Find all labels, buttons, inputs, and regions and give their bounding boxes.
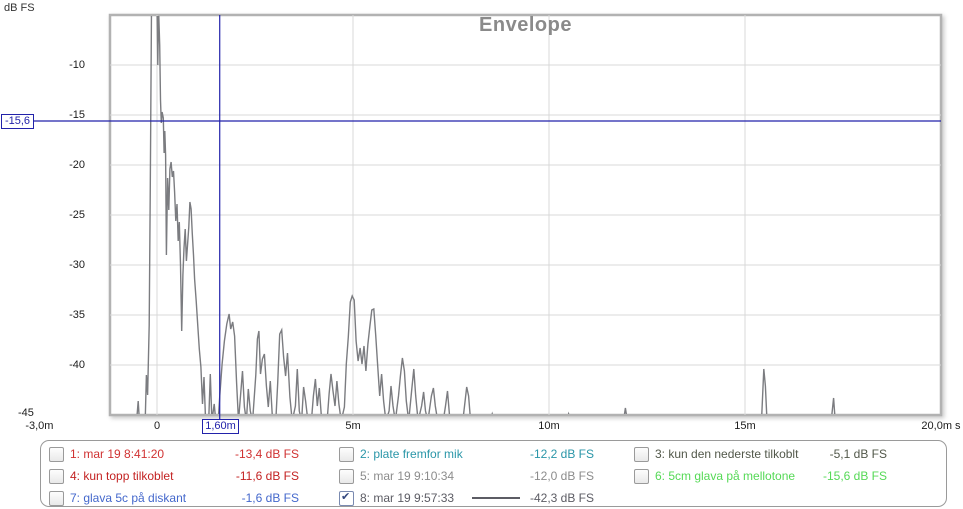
x-tick-label: 15m	[734, 420, 756, 432]
measurement-level-value: -12,2 dB FS	[529, 447, 594, 461]
cursor-time-readout: 1,60m	[202, 419, 239, 434]
y-tick-label: -25	[69, 209, 85, 221]
measurement-level-value: -42,3 dB FS	[529, 491, 594, 505]
x-tick-label: 0	[153, 420, 161, 432]
cursor-level-readout: -15,6	[1, 114, 34, 129]
legend-entry-6[interactable]: 6: 5cm glava på mellotone -15,6 dB FS	[634, 468, 887, 484]
x-tick-label: 20,0m s	[921, 420, 961, 432]
measurement-legend-panel: 1: mar 19 8:41:20 -13,4 dB FS 4: kun topp …	[40, 440, 947, 507]
measurement-level-value: -1,6 dB FS	[241, 491, 299, 505]
measurement-level-value: -15,6 dB FS	[822, 469, 887, 483]
measurement-checkbox-3[interactable]	[634, 446, 649, 462]
y-tick-label: -30	[69, 259, 85, 271]
x-tick-label: -3,0m	[25, 420, 54, 432]
measurement-label[interactable]: 4: kun topp tilkoblet	[70, 469, 174, 483]
y-axis-unit-label: dB FS	[4, 2, 35, 14]
measurement-level-value: -5,1 dB FS	[829, 447, 887, 461]
measurement-label[interactable]: 2: plate fremfor mik	[360, 447, 463, 461]
legend-entry-3[interactable]: 3: kun den nederste tilkoblt -5,1 dB FS	[634, 446, 887, 462]
measurement-checkbox-8[interactable]	[339, 490, 354, 506]
y-tick-label: -15	[69, 109, 85, 121]
measurement-level-value: -11,6 dB FS	[235, 469, 299, 483]
measurement-level-value: -12,0 dB FS	[529, 469, 594, 483]
legend-entry-7[interactable]: 7: glava 5c på diskant -1,6 dB FS	[49, 490, 299, 506]
envelope-trace	[136, 16, 836, 414]
y-tick-label: -35	[69, 309, 85, 321]
measurement-checkbox-4[interactable]	[49, 468, 64, 484]
measurement-checkbox-5[interactable]	[339, 468, 354, 484]
measurement-label[interactable]: 3: kun den nederste tilkoblt	[655, 447, 799, 461]
x-tick-label: 5m	[345, 420, 361, 432]
measurement-level-value: -13,4 dB FS	[234, 447, 299, 461]
measurement-label[interactable]: 8: mar 19 9:57:33	[360, 491, 455, 505]
measurement-checkbox-2[interactable]	[339, 446, 354, 462]
y-tick-label: -40	[69, 359, 85, 371]
y-tick-label: -45	[18, 407, 34, 419]
legend-entry-2[interactable]: 2: plate fremfor mik -12,2 dB FS	[339, 446, 594, 462]
measurement-label[interactable]: 7: glava 5c på diskant	[70, 491, 187, 505]
legend-entry-5[interactable]: 5: mar 19 9:10:34 -12,0 dB FS	[339, 468, 594, 484]
measurement-label[interactable]: 1: mar 19 8:41:20	[70, 447, 165, 461]
measurement-checkbox-7[interactable]	[49, 490, 64, 506]
measurement-label[interactable]: 6: 5cm glava på mellotone	[655, 469, 796, 483]
legend-entry-8[interactable]: 8: mar 19 9:57:33 -42,3 dB FS	[339, 490, 594, 506]
measurement-checkbox-6[interactable]	[634, 468, 649, 484]
x-tick-label: 10m	[538, 420, 560, 432]
y-tick-label: -20	[69, 159, 85, 171]
trace-line-sample	[471, 497, 520, 499]
chart-title: Envelope	[479, 14, 572, 36]
legend-entry-1[interactable]: 1: mar 19 8:41:20 -13,4 dB FS	[49, 446, 299, 462]
y-tick-label: -10	[69, 59, 85, 71]
legend-entry-4[interactable]: 4: kun topp tilkoblet -11,6 dB FS	[49, 468, 299, 484]
measurement-label[interactable]: 5: mar 19 9:10:34	[360, 469, 455, 483]
measurement-checkbox-1[interactable]	[49, 446, 64, 462]
